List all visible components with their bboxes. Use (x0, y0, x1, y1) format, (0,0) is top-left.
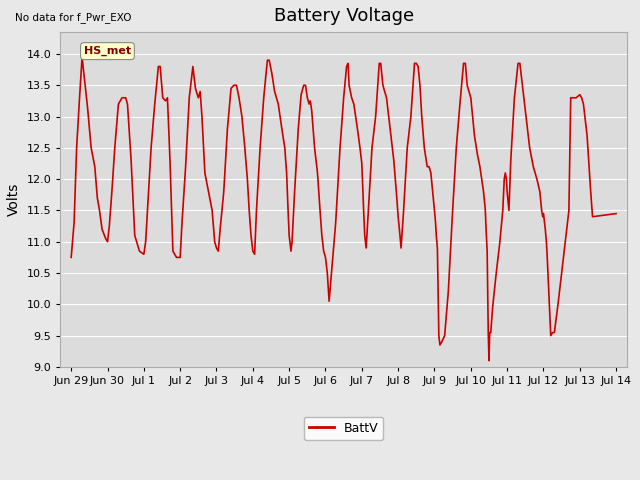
Legend: BattV: BattV (304, 417, 383, 440)
Y-axis label: Volts: Volts (7, 183, 21, 216)
Title: Battery Voltage: Battery Voltage (273, 7, 413, 25)
Text: HS_met: HS_met (84, 46, 131, 56)
Text: No data for f_Pwr_EXO: No data for f_Pwr_EXO (15, 12, 131, 23)
